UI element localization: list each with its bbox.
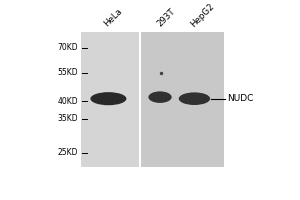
Text: 55KD: 55KD (58, 68, 78, 77)
Text: HeLa: HeLa (102, 7, 124, 29)
Text: 293T: 293T (155, 7, 177, 29)
Text: 35KD: 35KD (58, 114, 78, 123)
Ellipse shape (148, 91, 172, 103)
Bar (80, 32, 224, 167)
Text: 40KD: 40KD (58, 97, 78, 106)
Text: HepG2: HepG2 (189, 1, 217, 29)
Bar (80, 32, 140, 167)
Text: 70KD: 70KD (58, 43, 78, 52)
Ellipse shape (90, 92, 126, 105)
Text: 25KD: 25KD (58, 148, 78, 157)
Text: NUDC: NUDC (227, 94, 254, 103)
Ellipse shape (179, 92, 210, 105)
